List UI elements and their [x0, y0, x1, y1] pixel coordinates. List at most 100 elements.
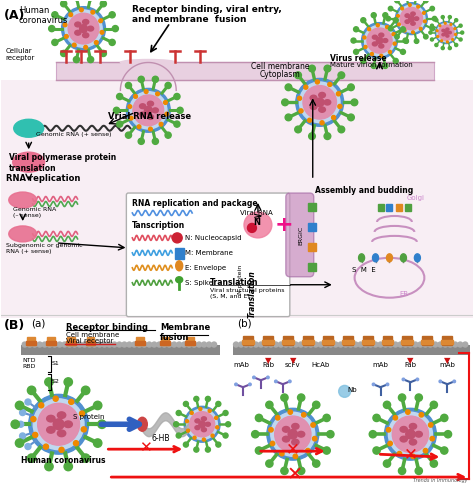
Circle shape: [93, 401, 102, 409]
Circle shape: [419, 27, 422, 30]
Circle shape: [315, 98, 324, 107]
Bar: [233, 345, 470, 355]
Circle shape: [100, 30, 104, 34]
Circle shape: [134, 95, 137, 98]
Ellipse shape: [359, 254, 365, 262]
Ellipse shape: [201, 428, 206, 432]
Circle shape: [315, 80, 319, 84]
Circle shape: [65, 10, 102, 47]
Bar: [303, 336, 313, 345]
Circle shape: [102, 342, 107, 347]
Circle shape: [62, 342, 67, 347]
Circle shape: [275, 416, 280, 420]
Circle shape: [373, 414, 380, 422]
Circle shape: [404, 39, 409, 43]
Circle shape: [386, 383, 389, 386]
Circle shape: [351, 99, 358, 106]
Circle shape: [422, 12, 425, 14]
Text: N protein: N protein: [238, 265, 243, 294]
Bar: [27, 337, 35, 345]
FancyBboxPatch shape: [286, 193, 314, 277]
Ellipse shape: [410, 439, 417, 445]
Circle shape: [436, 30, 438, 32]
Ellipse shape: [82, 33, 89, 38]
Circle shape: [281, 467, 288, 474]
Ellipse shape: [9, 226, 36, 242]
Ellipse shape: [373, 42, 377, 46]
Circle shape: [308, 118, 311, 122]
Text: Cell membrane: Cell membrane: [65, 331, 119, 338]
Bar: [161, 337, 169, 345]
Circle shape: [443, 342, 448, 347]
Circle shape: [328, 82, 332, 86]
Bar: [308, 223, 316, 231]
Bar: [383, 336, 392, 345]
Circle shape: [323, 342, 328, 347]
Circle shape: [165, 112, 169, 116]
Bar: [46, 341, 55, 345]
Circle shape: [373, 342, 378, 347]
Circle shape: [238, 342, 244, 347]
Text: N: N: [254, 219, 260, 227]
Ellipse shape: [442, 29, 445, 32]
Text: N: Nucleocapsid: N: Nucleocapsid: [185, 235, 242, 241]
Circle shape: [424, 35, 428, 39]
Circle shape: [376, 37, 383, 44]
Circle shape: [288, 410, 292, 414]
Circle shape: [463, 342, 468, 347]
Circle shape: [441, 447, 448, 454]
Bar: [282, 340, 294, 344]
Ellipse shape: [244, 212, 272, 238]
Text: mAb: mAb: [233, 363, 249, 368]
Circle shape: [424, 0, 428, 3]
Bar: [441, 340, 453, 344]
Text: mAb: mAb: [373, 363, 389, 368]
Circle shape: [432, 17, 437, 21]
Circle shape: [383, 401, 391, 408]
Bar: [308, 243, 316, 251]
Ellipse shape: [319, 107, 326, 112]
Ellipse shape: [176, 277, 182, 283]
Circle shape: [388, 441, 392, 446]
Text: ER: ER: [400, 291, 409, 297]
Circle shape: [216, 442, 221, 447]
Ellipse shape: [310, 104, 317, 109]
Circle shape: [152, 138, 158, 144]
Bar: [342, 340, 354, 344]
Circle shape: [190, 411, 193, 414]
Circle shape: [298, 342, 303, 347]
Circle shape: [338, 386, 351, 397]
Text: Viral RNA: Viral RNA: [240, 210, 273, 216]
Circle shape: [53, 419, 64, 429]
Circle shape: [454, 28, 456, 30]
Circle shape: [441, 16, 444, 19]
Circle shape: [388, 342, 393, 347]
Circle shape: [63, 23, 67, 27]
Circle shape: [417, 5, 419, 8]
Circle shape: [285, 114, 292, 121]
Circle shape: [423, 20, 426, 23]
Bar: [185, 341, 195, 345]
Circle shape: [271, 412, 315, 456]
Circle shape: [57, 342, 62, 347]
Text: ✕: ✕: [287, 466, 303, 485]
Circle shape: [112, 25, 118, 32]
Circle shape: [52, 12, 58, 18]
Bar: [243, 336, 253, 345]
Circle shape: [347, 84, 355, 91]
Circle shape: [367, 28, 392, 53]
Ellipse shape: [283, 427, 290, 432]
Circle shape: [438, 25, 454, 41]
Circle shape: [44, 444, 48, 449]
Ellipse shape: [415, 431, 422, 437]
Circle shape: [313, 460, 320, 467]
Circle shape: [234, 342, 238, 347]
Text: Fab: Fab: [262, 363, 274, 368]
Circle shape: [448, 16, 451, 19]
Circle shape: [207, 342, 211, 347]
Circle shape: [267, 376, 269, 379]
Circle shape: [411, 31, 414, 34]
Circle shape: [448, 46, 451, 50]
Bar: [186, 337, 194, 345]
Circle shape: [380, 54, 383, 58]
